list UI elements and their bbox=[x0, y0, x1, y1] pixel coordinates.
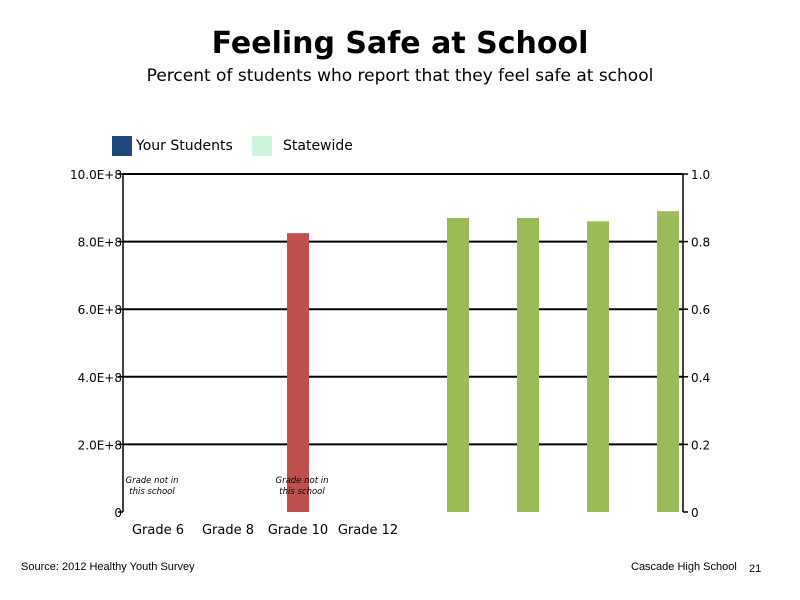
legend-label-your-students: Your Students bbox=[136, 138, 233, 154]
legend-label-statewide: Statewide bbox=[283, 138, 353, 154]
left-axis-tick-label: 8.0E+8 bbox=[78, 236, 122, 250]
right-axis-tick-label: 1.0 bbox=[691, 168, 710, 182]
x-axis-category-label: Grade 12 bbox=[338, 523, 398, 538]
bar bbox=[587, 221, 609, 512]
left-axis-tick-label: 4.0E+8 bbox=[78, 371, 122, 385]
annotation-grade-not-in-school: Grade not in bbox=[276, 476, 329, 486]
right-axis-tick-label: 0.6 bbox=[691, 303, 710, 317]
page-number: 21 bbox=[749, 563, 762, 575]
bar bbox=[447, 217, 469, 512]
annotation-grade-not-in-school: Grade not in bbox=[126, 476, 179, 486]
legend-swatch-statewide bbox=[252, 136, 272, 156]
bar bbox=[517, 217, 539, 512]
left-axis-tick-label: 6.0E+8 bbox=[78, 303, 122, 317]
annotation-grade-not-in-school: this school bbox=[279, 487, 325, 497]
left-axis-tick-label: 10.0E+8 bbox=[70, 168, 122, 182]
right-axis-tick-label: 0 bbox=[691, 506, 699, 520]
right-axis-tick-label: 0.8 bbox=[691, 236, 710, 250]
footer-school: Cascade High School bbox=[631, 561, 737, 573]
left-axis-tick-label: 0 bbox=[114, 506, 122, 520]
right-axis-tick-label: 0.2 bbox=[691, 438, 710, 452]
footer-source: Source: 2012 Healthy Youth Survey bbox=[21, 561, 195, 573]
right-axis-tick-label: 0.4 bbox=[691, 371, 710, 385]
left-axis-tick-label: 2.0E+8 bbox=[78, 438, 122, 452]
chart-subtitle: Percent of students who report that they… bbox=[146, 66, 654, 86]
annotation-grade-not-in-school: this school bbox=[129, 487, 175, 497]
x-axis-category-label: Grade 10 bbox=[268, 523, 328, 538]
chart-title: Feeling Safe at School bbox=[211, 26, 589, 61]
bar bbox=[657, 211, 679, 512]
x-axis-category-label: Grade 6 bbox=[132, 523, 184, 538]
x-axis-category-label: Grade 8 bbox=[202, 523, 254, 538]
bar bbox=[287, 233, 309, 512]
legend-swatch-your-students bbox=[112, 136, 132, 156]
